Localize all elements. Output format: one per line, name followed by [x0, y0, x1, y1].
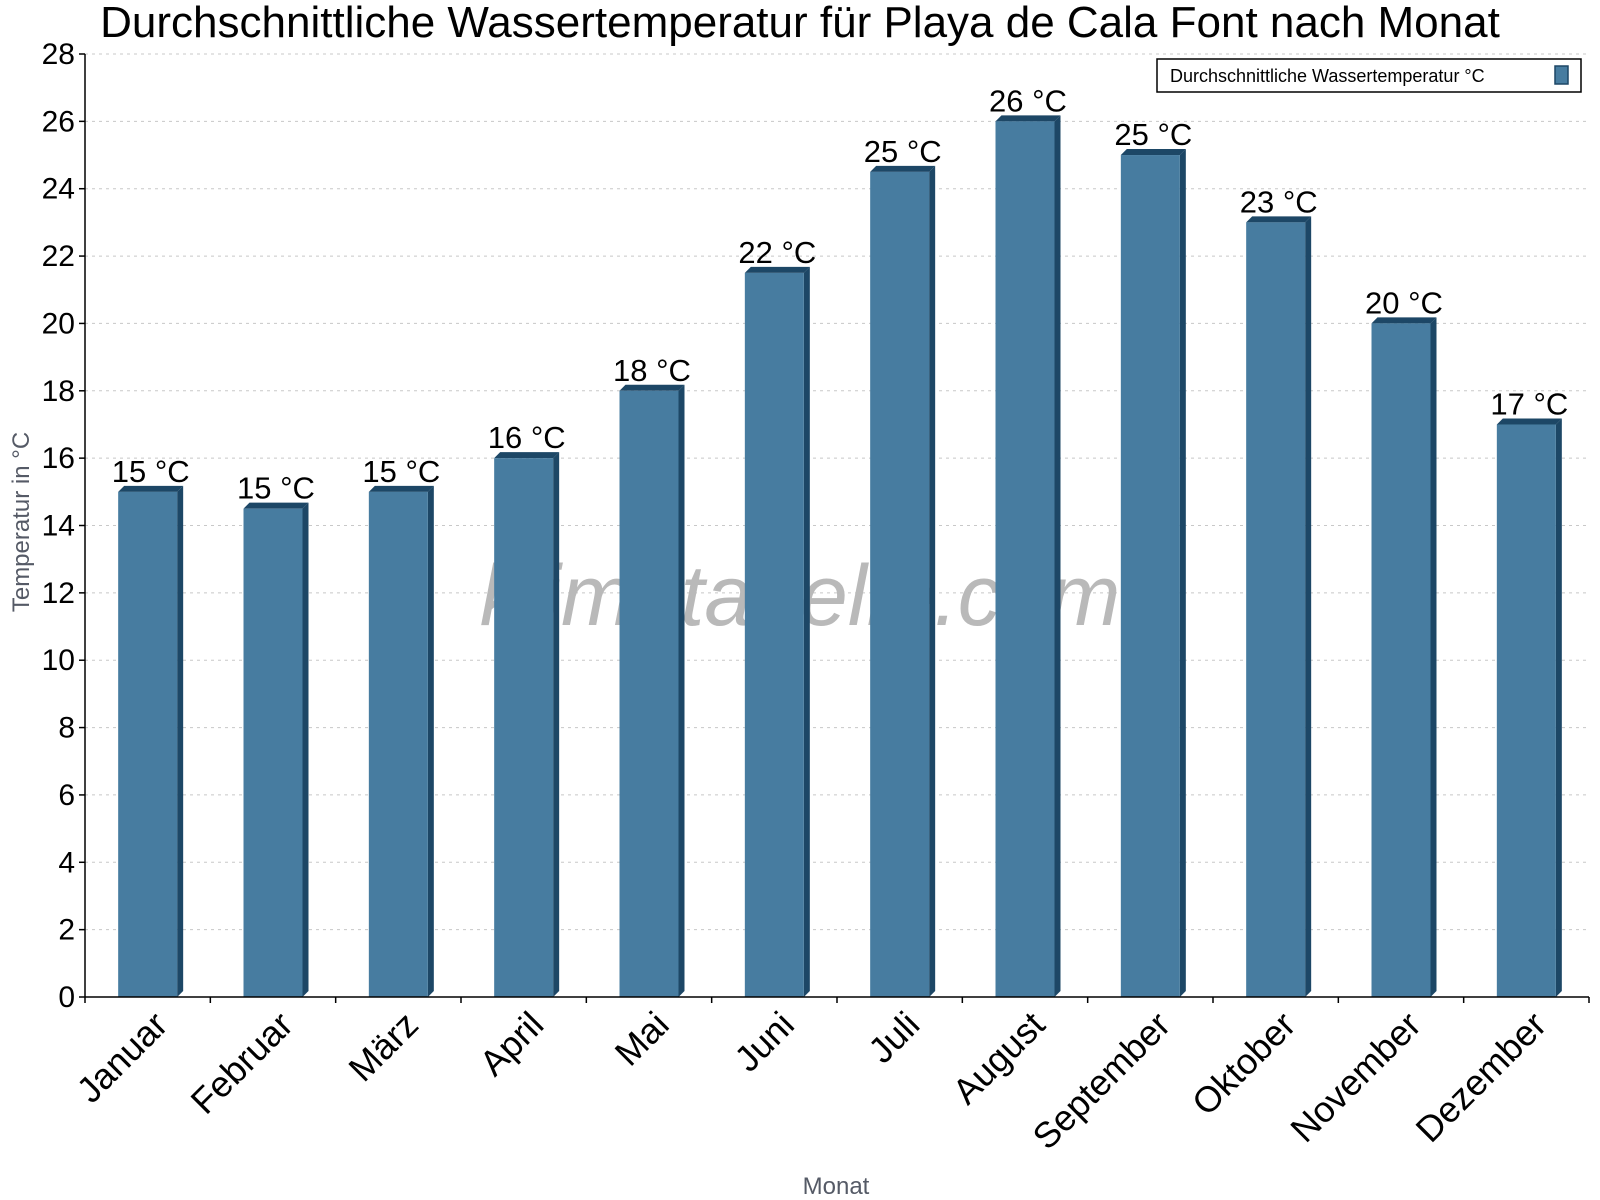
bar-side [1054, 115, 1061, 998]
bar-november [1371, 323, 1431, 997]
bar-side [1179, 149, 1186, 998]
bar-top [995, 115, 1061, 122]
data-label: 20 °C [1365, 285, 1443, 320]
y-tick-label: 12 [42, 577, 75, 610]
y-tick-label: 16 [42, 442, 75, 475]
x-tick-label: Mai [607, 1004, 677, 1074]
x-tick-labels: Januar Februar März April Mai Juni Juli AugustS… [68, 1004, 1554, 1158]
bar-top [744, 266, 810, 273]
x-tick-label: Februar [183, 1004, 301, 1122]
x-tick-label: August [944, 1004, 1052, 1112]
legend-box [1156, 58, 1582, 93]
legend: Durchschnittliche Wassertemperatur °C [1156, 58, 1582, 93]
bar-februar [243, 508, 303, 997]
bar-side [427, 485, 434, 997]
axes [79, 53, 1590, 1003]
bar-top [1120, 149, 1186, 156]
bar-top [494, 452, 560, 459]
bar-side [553, 452, 560, 998]
x-tick-label: Oktober [1184, 1004, 1304, 1124]
y-tick-label: 26 [42, 105, 75, 138]
data-label: 18 °C [613, 353, 691, 388]
y-tick-label: 28 [42, 38, 75, 71]
bar-juni [744, 272, 804, 997]
grid-lines [85, 53, 1589, 931]
x-tick-label: November [1282, 1004, 1428, 1150]
data-label: 15 °C [237, 471, 315, 506]
bars [118, 115, 1562, 998]
bar-september [1120, 155, 1180, 998]
data-label: 16 °C [488, 420, 566, 455]
legend-swatch [1554, 65, 1569, 85]
bar-top [1371, 317, 1437, 324]
bar-side [1430, 317, 1437, 997]
y-tick-label: 8 [58, 712, 75, 745]
x-tick-label: April [471, 1004, 551, 1084]
x-tick-label: September [1024, 1004, 1178, 1158]
bar-mai [619, 390, 679, 997]
bar-april [494, 458, 554, 998]
y-tick-label: 2 [58, 914, 75, 947]
x-tick-label: Juli [860, 1004, 927, 1071]
data-label: 17 °C [1490, 386, 1568, 421]
y-axis-label: Temperatur in °C [8, 432, 35, 612]
x-tick-label: März [340, 1004, 426, 1090]
y-tick-label: 10 [42, 644, 75, 677]
bar-side [1555, 418, 1562, 997]
bar-august [995, 121, 1055, 998]
bar-dezember [1496, 424, 1556, 997]
bar-oktober [1246, 222, 1306, 998]
bar-januar [118, 491, 178, 997]
x-tick-label: Dezember [1408, 1004, 1554, 1150]
bar-side [678, 384, 685, 997]
x-tick-label: Januar [68, 1004, 175, 1111]
y-tick-label: 22 [42, 240, 75, 273]
y-tick-label: 4 [58, 846, 75, 879]
bar-top [243, 502, 309, 509]
data-labels: 15 °C 15 °C 15 °C 16 °C 18 °C 22 °C 25 °C 26 °C… [112, 83, 1569, 505]
chart-title: Durchschnittliche Wassertemperatur für P… [100, 0, 1500, 47]
bar-side [803, 266, 810, 997]
bar-top [118, 485, 184, 492]
data-label: 25 °C [1114, 117, 1192, 152]
bar-märz [368, 491, 428, 997]
data-label: 26 °C [989, 83, 1067, 118]
data-label: 25 °C [864, 134, 942, 169]
y-tick-label: 14 [42, 510, 75, 543]
bar-top [619, 384, 685, 391]
legend-label: Durchschnittliche Wassertemperatur °C [1170, 66, 1485, 86]
x-tick-label: Juni [726, 1004, 802, 1080]
x-axis-label: Monat [803, 1173, 870, 1200]
bar-side [1305, 216, 1312, 998]
bar-top [870, 165, 936, 172]
data-label: 15 °C [112, 454, 190, 489]
data-label: 23 °C [1240, 184, 1318, 219]
y-tick-label: 0 [58, 981, 75, 1014]
data-label: 22 °C [738, 235, 816, 270]
y-tick-label: 24 [42, 173, 75, 206]
y-tick-label: 18 [42, 375, 75, 408]
bar-side [302, 502, 309, 997]
bar-side [929, 165, 936, 997]
data-label: 15 °C [362, 454, 440, 489]
bar-top [1246, 216, 1312, 223]
bar-juli [870, 171, 930, 997]
bar-top [1496, 418, 1562, 425]
bar-side [177, 485, 184, 997]
y-tick-label: 20 [42, 307, 75, 340]
bar-top [368, 485, 434, 492]
y-tick-label: 6 [58, 779, 75, 812]
